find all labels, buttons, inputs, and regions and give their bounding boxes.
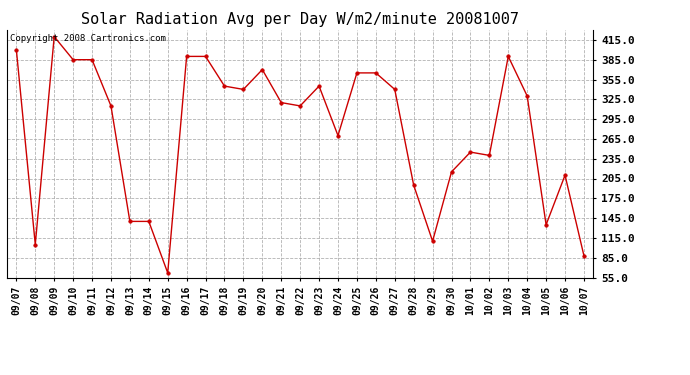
Text: Copyright 2008 Cartronics.com: Copyright 2008 Cartronics.com (10, 34, 166, 43)
Title: Solar Radiation Avg per Day W/m2/minute 20081007: Solar Radiation Avg per Day W/m2/minute … (81, 12, 519, 27)
